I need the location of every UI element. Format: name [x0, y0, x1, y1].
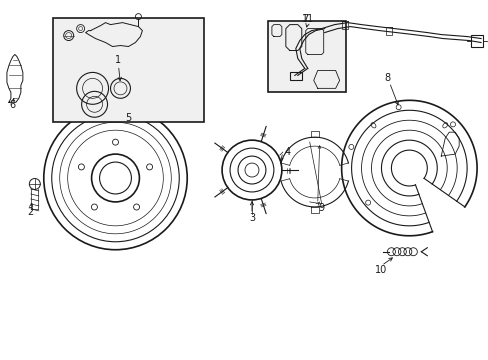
Text: 7: 7: [302, 14, 308, 24]
Bar: [53, 18, 203, 122]
Bar: [289, 72, 301, 80]
Text: 1: 1: [115, 55, 122, 66]
Text: 3: 3: [248, 213, 255, 223]
Text: 11: 11: [301, 14, 313, 24]
Text: 2: 2: [28, 207, 34, 217]
Text: 6: 6: [10, 100, 16, 110]
Text: 4: 4: [284, 147, 290, 157]
Text: 5: 5: [125, 113, 131, 123]
Bar: [267, 21, 345, 92]
Bar: [470, 35, 482, 46]
Text: 9: 9: [318, 203, 324, 213]
Text: 10: 10: [375, 265, 387, 275]
Text: 8: 8: [384, 73, 390, 84]
